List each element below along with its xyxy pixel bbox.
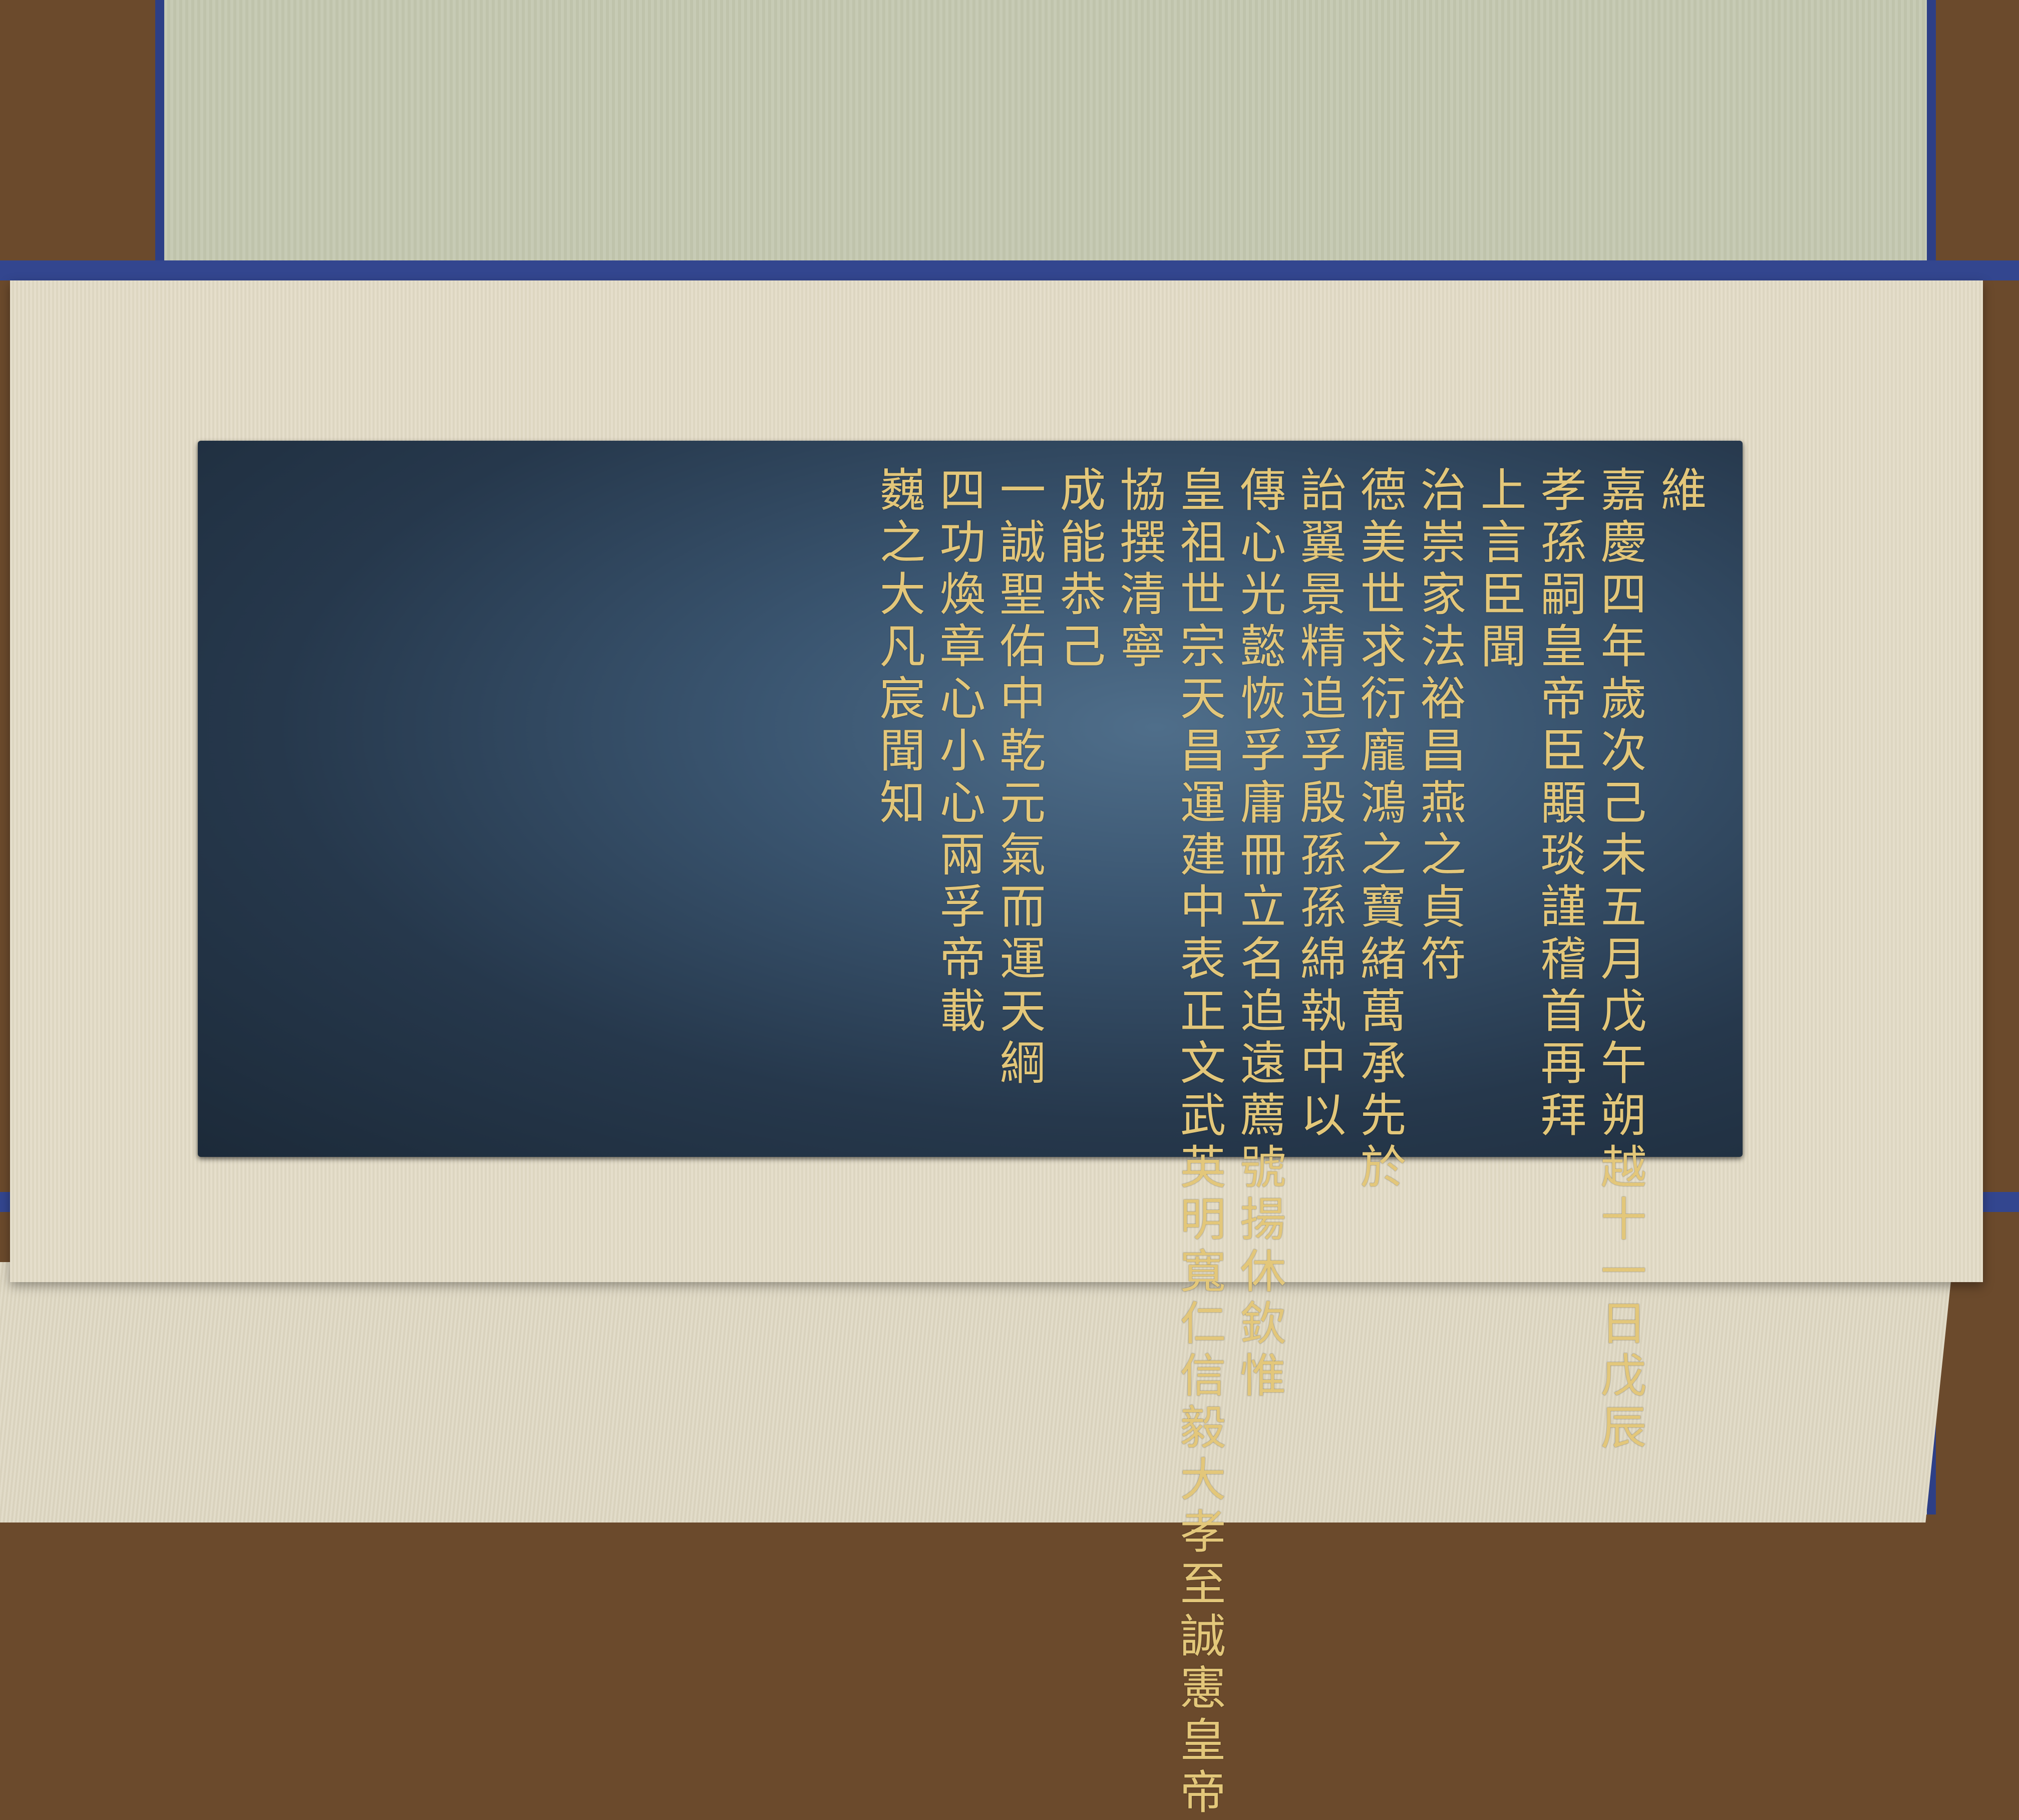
jade-tablet: 維 嘉慶四年歲次己未五月戊午朔越十一日戊辰 孝孫嗣皇帝臣顒琰謹稽首再拜 上言臣聞… bbox=[198, 441, 1743, 1820]
inscription-column: 四功煥章心小心兩孚帝載 bbox=[932, 466, 985, 1039]
inscription-column: 成能恭己 bbox=[1052, 466, 1106, 674]
inscription-column: 維 bbox=[1653, 466, 1707, 518]
inscription-column: 孝孫嗣皇帝臣顒琰謹稽首再拜 bbox=[1533, 466, 1586, 1143]
inscription-column: 詒翼景精追孚殷孫孫綿執中以 bbox=[1292, 466, 1346, 1143]
inscription-column: 治崇家法裕昌燕之貞符 bbox=[1413, 466, 1466, 987]
inscription-column: 嘉慶四年歲次己未五月戊午朔越十一日戊辰 bbox=[1593, 466, 1646, 1455]
inscription-column: 德美世求衍龐鴻之寶緒萬承先於 bbox=[1353, 466, 1406, 1195]
inscription-column: 巍之大凡宸聞知 bbox=[872, 466, 925, 830]
floor-border-stripe bbox=[0, 260, 2019, 280]
inscription-column: 上言臣聞 bbox=[1473, 466, 1526, 674]
inscription-column: 傳心光懿恢孚庸冊立名追遠薦號揚休欽惟 bbox=[1232, 466, 1286, 1403]
folder-lower-flap bbox=[0, 1262, 1953, 1523]
inscription: 維 嘉慶四年歲次己未五月戊午朔越十一日戊辰 孝孫嗣皇帝臣顒琰謹稽首再拜 上言臣聞… bbox=[198, 441, 1743, 1820]
inscription-column: 一誠聖佑中乾元氣而運天綱 bbox=[992, 466, 1046, 1091]
inscription-column: 協撰清寧 bbox=[1112, 466, 1166, 674]
inscription-column: 皇祖世宗天昌運建中表正文武英明寬仁信毅大孝至誠憲皇帝 bbox=[1172, 466, 1226, 1820]
